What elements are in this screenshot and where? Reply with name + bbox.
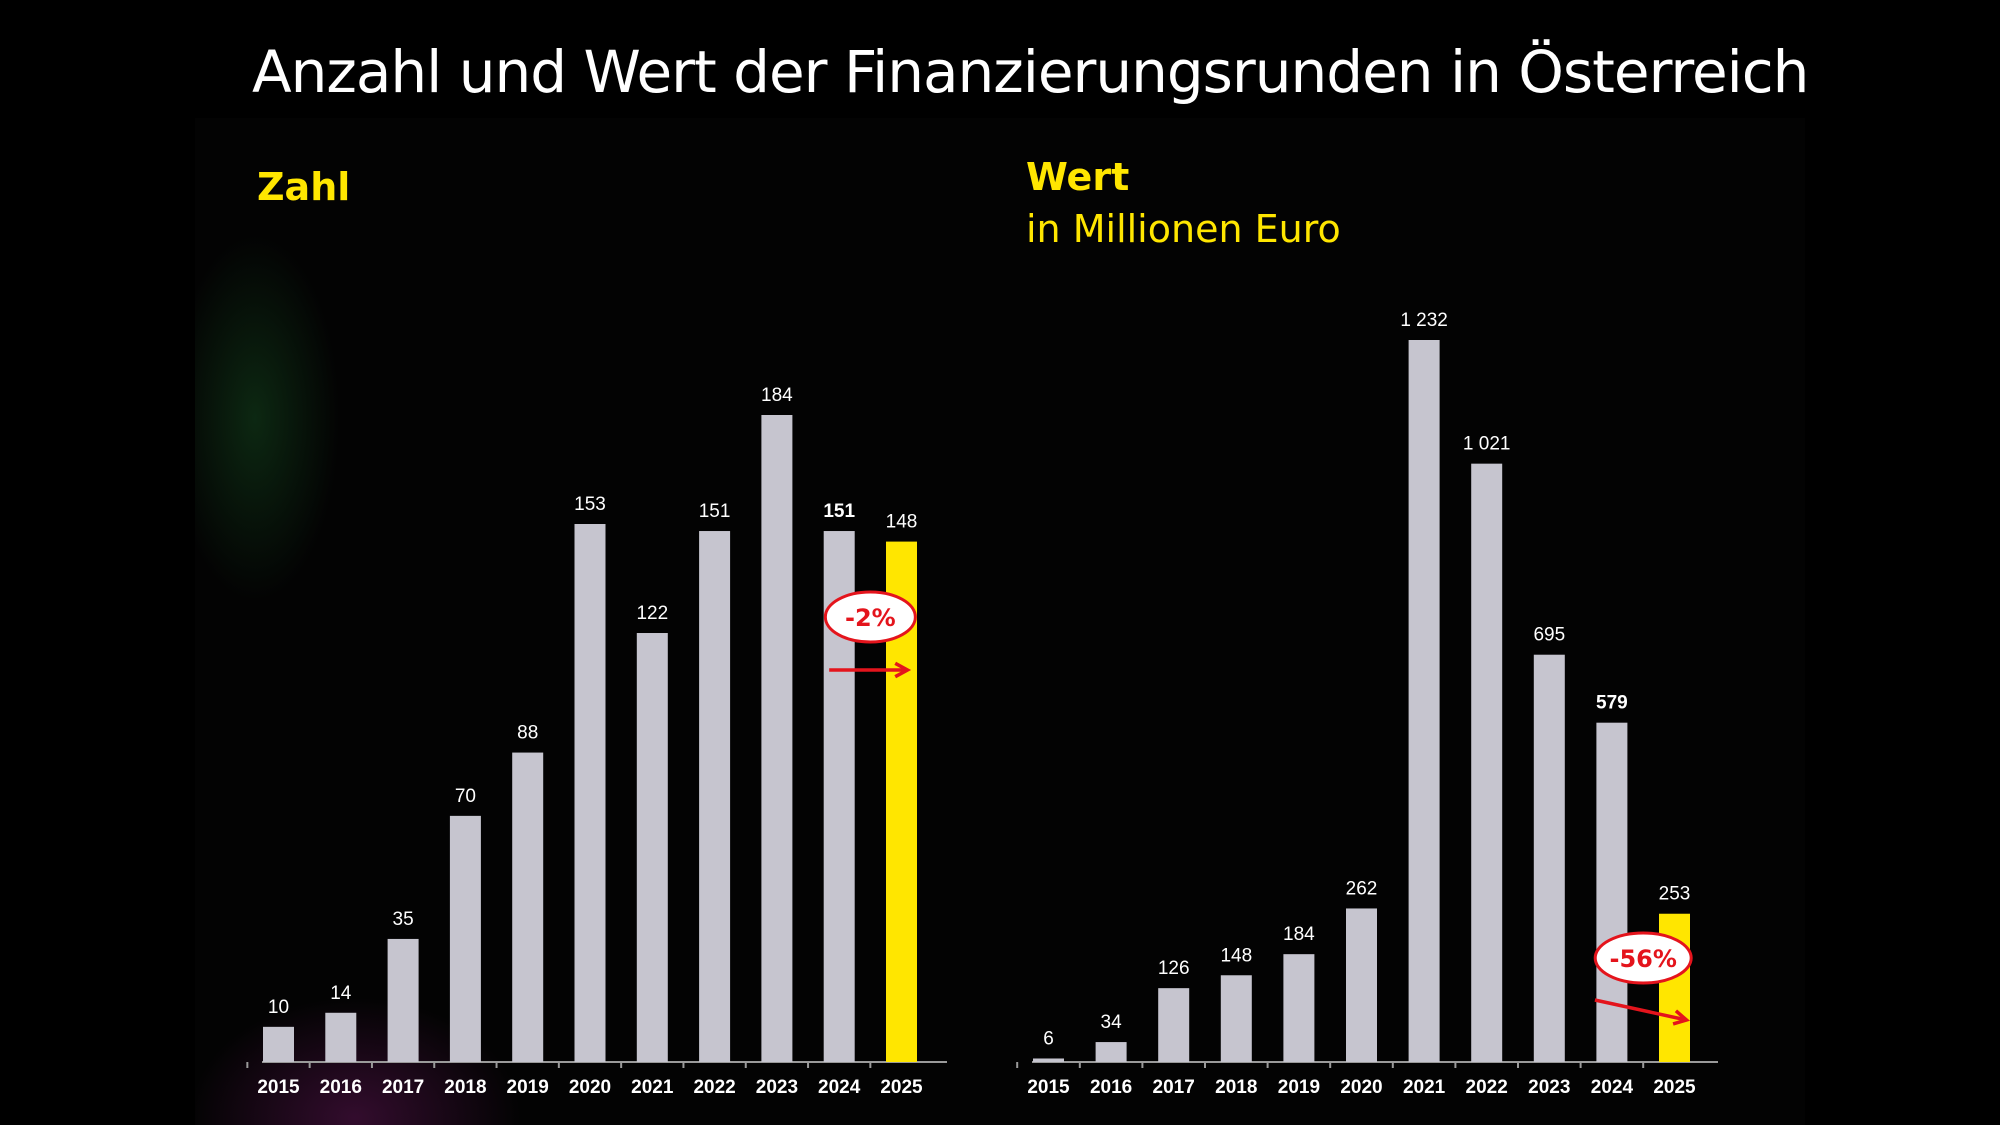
right-bar (1471, 463, 1503, 1062)
left-bar (325, 1012, 357, 1062)
right-bar (1033, 1058, 1064, 1062)
left-bar (387, 938, 419, 1062)
right-change-arrow (1594, 998, 1687, 1022)
left-tick-label: 2019 (507, 1077, 549, 1098)
right-value-label: 6 (1043, 1028, 1054, 1049)
right-tick-label: 2023 (1528, 1077, 1570, 1098)
left-bar (761, 415, 793, 1062)
left-value-label: 88 (517, 723, 538, 744)
left-value-label: 153 (574, 494, 606, 515)
right-bar (1220, 975, 1252, 1062)
left-bar (512, 752, 544, 1062)
right-bar (1283, 954, 1315, 1062)
left-tick-label: 2023 (756, 1077, 798, 1098)
right-change-arrowhead (1672, 1009, 1691, 1026)
right-value-label: 148 (1220, 945, 1252, 966)
left-value-label: 35 (393, 909, 414, 930)
left-change-label: -2% (845, 604, 896, 632)
right-tick-label: 2018 (1215, 1077, 1257, 1098)
left-bar (449, 815, 481, 1062)
left-tick-label: 2017 (382, 1077, 424, 1098)
left-change-arrowhead (894, 661, 912, 679)
right-change-badge (1593, 931, 1693, 985)
right-tick-label: 2020 (1340, 1077, 1382, 1098)
right-tick-label: 2025 (1653, 1077, 1696, 1098)
right-tick-label: 2019 (1278, 1077, 1320, 1098)
right-value-label: 184 (1283, 924, 1315, 945)
right-value-label: 253 (1659, 884, 1691, 905)
right-tick-label: 2017 (1153, 1077, 1195, 1098)
left-value-label: 10 (268, 997, 289, 1018)
left-tick-label: 2016 (320, 1077, 362, 1098)
right-value-label: 695 (1533, 625, 1565, 646)
left-value-label: 151 (699, 501, 731, 522)
left-value-label: 184 (761, 385, 793, 406)
right-value-label: 262 (1346, 878, 1378, 899)
right-chart-title: Wert (1026, 155, 1130, 199)
left-value-label: 151 (823, 501, 855, 522)
slide-title: Anzahl und Wert der Finanzierungsrunden … (252, 38, 1809, 106)
left-value-label: 122 (636, 603, 668, 624)
right-value-label: 126 (1158, 958, 1190, 979)
right-change-label: -56% (1609, 945, 1676, 973)
right-value-label: 579 (1596, 693, 1628, 714)
left-tick-label: 2024 (818, 1077, 861, 1098)
right-value-label: 1 021 (1463, 434, 1511, 455)
left-value-label: 148 (886, 512, 918, 533)
right-tick-label: 2022 (1466, 1077, 1508, 1098)
right-tick-label: 2016 (1090, 1077, 1132, 1098)
left-bar (636, 633, 668, 1062)
left-bar (574, 524, 606, 1062)
left-value-label: 14 (330, 983, 352, 1004)
right-value-label: 1 232 (1400, 310, 1448, 331)
right-tick-label: 2021 (1403, 1077, 1446, 1098)
right-tick-label: 2024 (1591, 1077, 1634, 1098)
left-tick-label: 2015 (257, 1077, 300, 1098)
left-tick-label: 2021 (631, 1077, 674, 1098)
left-bar (699, 531, 731, 1062)
left-value-label: 70 (455, 786, 476, 807)
right-bar (1596, 722, 1628, 1062)
left-tick-label: 2025 (880, 1077, 923, 1098)
right-tick-label: 2015 (1027, 1077, 1070, 1098)
right-value-label: 34 (1101, 1012, 1123, 1033)
right-bar (1158, 988, 1190, 1062)
left-tick-label: 2018 (444, 1077, 486, 1098)
right-chart-subtitle: in Millionen Euro (1026, 207, 1341, 251)
right-bar (1408, 340, 1440, 1062)
left-change-badge (823, 590, 917, 644)
left-tick-label: 2020 (569, 1077, 611, 1098)
left-tick-label: 2022 (693, 1077, 735, 1098)
right-bar (1346, 908, 1377, 1062)
left-bar (263, 1026, 294, 1062)
left-chart-title: Zahl (257, 165, 351, 209)
right-bar (1533, 654, 1565, 1062)
right-bar (1095, 1042, 1127, 1062)
